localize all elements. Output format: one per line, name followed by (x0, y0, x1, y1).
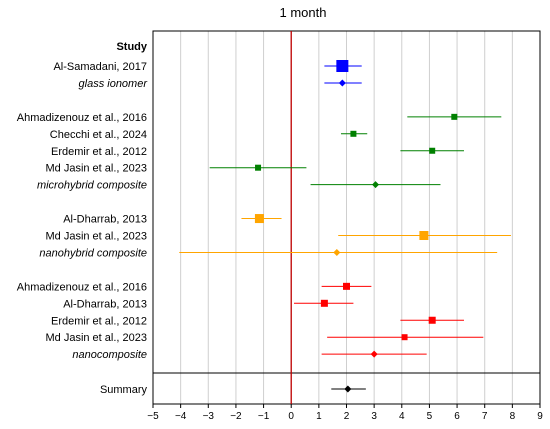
study-label: Erdemir et al., 2012 (51, 146, 147, 158)
study-label: Md Jasin et al., 2023 (45, 163, 147, 175)
x-tick-label: −4 (175, 411, 187, 422)
study-label: Al-Dharrab, 2013 (63, 298, 147, 310)
effect-square (336, 60, 349, 72)
study-label: Erdemir et al., 2012 (51, 315, 147, 327)
x-tick-label: 9 (537, 411, 543, 422)
x-tick-label: −5 (147, 411, 159, 422)
study-label: Al-Dharrab, 2013 (63, 214, 147, 226)
effect-square (451, 113, 458, 120)
x-tick-label: −2 (230, 411, 242, 422)
study-label: Ahmadizenouz et al., 2016 (17, 281, 147, 293)
x-tick-label: 4 (399, 411, 405, 422)
x-tick-label: 2 (344, 411, 350, 422)
x-axis: −5 −4 −3 −2 −1 0 1 2 3 4 5 6 7 8 9 (147, 404, 543, 422)
pooled-diamond (344, 385, 352, 393)
x-tick-label: 0 (288, 411, 294, 422)
study-label: Md Jasin et al., 2023 (45, 231, 147, 243)
effect-square (320, 299, 328, 307)
study-label: Md Jasin et al., 2023 (45, 332, 147, 344)
effect-square (429, 147, 436, 154)
pooled-diamond (338, 79, 346, 87)
subgroup-label: nanocomposite (72, 349, 147, 361)
study-label: Summary (100, 384, 148, 396)
effect-square (255, 164, 262, 171)
subgroup-label: glass ionomer (79, 78, 149, 90)
subgroup-label: microhybrid composite (37, 180, 147, 192)
column-header-study: Study (116, 41, 147, 53)
pooled-diamond (372, 181, 380, 189)
x-tick-label: 5 (427, 411, 433, 422)
effect-marks (179, 60, 511, 393)
grid-lines (180, 31, 513, 404)
effect-square (254, 214, 264, 224)
effect-square (343, 282, 350, 290)
x-tick-label: 1 (316, 411, 322, 422)
pooled-diamond (333, 248, 341, 256)
x-tick-label: 6 (454, 411, 460, 422)
effect-square (401, 334, 408, 341)
study-label: Checchi et al., 2024 (50, 129, 147, 141)
chart-title: 1 month (280, 5, 327, 20)
x-tick-label: −3 (203, 411, 215, 422)
pooled-diamond (370, 350, 378, 358)
study-label: Ahmadizenouz et al., 2016 (17, 112, 147, 124)
x-tick-label: −1 (258, 411, 270, 422)
study-label: Al-Samadani, 2017 (53, 61, 147, 73)
subgroup-label: nanohybrid composite (39, 247, 147, 259)
x-tick-label: 8 (510, 411, 516, 422)
x-tick-label: 7 (482, 411, 488, 422)
effect-square (350, 130, 357, 137)
study-labels: Al-Samadani, 2017 glass ionomer Ahmadizeno… (17, 61, 149, 396)
x-tick-label: 3 (371, 411, 377, 422)
effect-square (428, 316, 436, 324)
effect-square (419, 231, 429, 240)
